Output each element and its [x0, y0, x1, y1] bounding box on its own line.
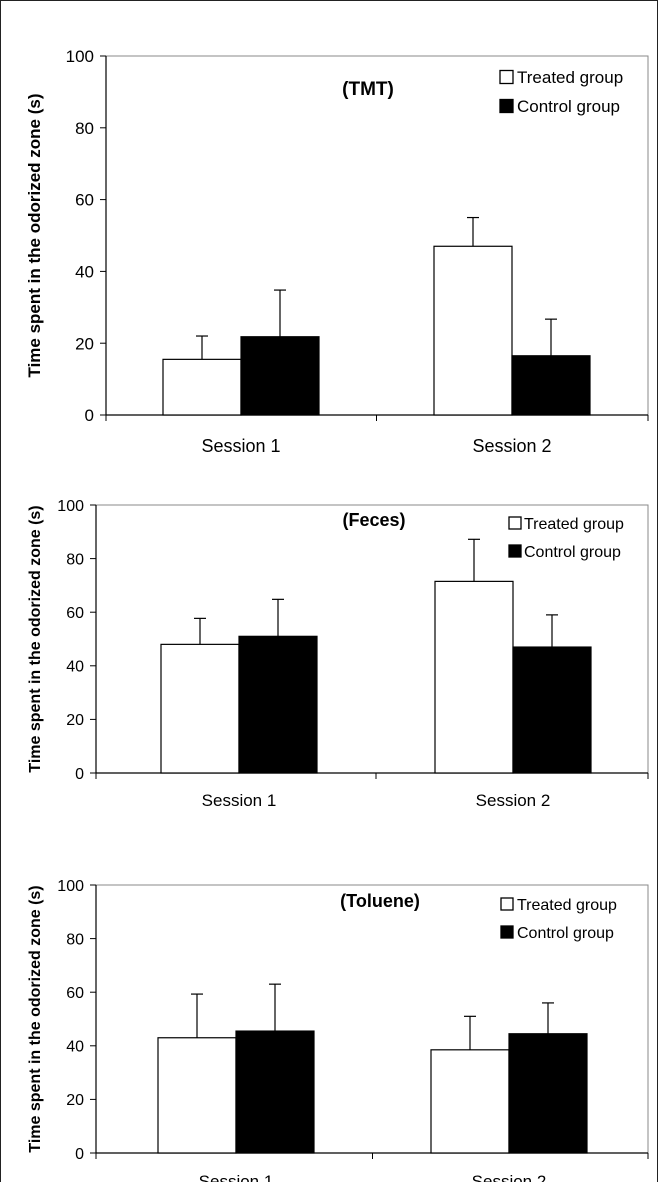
panel-3-y-tick-label-0: 0	[75, 1146, 84, 1163]
panel-3-bar-treated-1	[157, 1037, 237, 1154]
panel-2-legend-label-treated: Treated group	[524, 516, 624, 533]
panel-1-bar-control-2	[511, 355, 591, 416]
panel-3-y-tick-label-80: 80	[66, 931, 84, 948]
panel-1-legend-swatch-treated	[499, 69, 514, 85]
panel-3-legend-label-treated: Treated group	[517, 897, 617, 914]
panel-3-legend-swatch-control	[500, 925, 514, 939]
panel-3-bar-treated-2	[430, 1049, 510, 1154]
panel-3-y-tick-label-40: 40	[66, 1039, 84, 1056]
panel-2-bar-treated-1	[160, 643, 240, 774]
panel-1-legend-label-control: Control group	[517, 97, 620, 116]
panel-3-chart-title: (Toluene)	[340, 891, 420, 911]
panel-1-bar-treated-1	[162, 358, 242, 416]
panel-2-bar-control-1	[238, 635, 318, 774]
panel-1-y-tick-label-20: 20	[75, 334, 94, 353]
panel-3-legend-swatch-treated	[500, 897, 514, 911]
panel-3-y-tick-label-60: 60	[66, 985, 84, 1002]
panel-3-y-tick-label-20: 20	[66, 1092, 84, 1109]
panel-1-y-tick-label-40: 40	[75, 263, 94, 282]
panel-3-category-label-1: Session 1	[199, 1172, 274, 1182]
panel-1-legend-label-treated: Treated group	[517, 68, 623, 87]
panel-2-legend-label-control: Control group	[524, 544, 621, 561]
panel-1-bar-control-1	[240, 336, 320, 416]
panel-2-legend-swatch-treated	[508, 516, 522, 530]
panel-3-category-label-2: Session 2	[472, 1172, 547, 1182]
panel-2-y-tick-label-60: 60	[66, 605, 84, 622]
panel-3-bar-control-1	[235, 1030, 315, 1154]
panel-2-category-label-2: Session 2	[476, 791, 551, 810]
panel-3-y-tick-label-100: 100	[57, 878, 84, 895]
panel-2-y-tick-label-0: 0	[75, 766, 84, 783]
panel-2-chart-title: (Feces)	[342, 510, 405, 530]
panel-3-y-axis-label: Time spent in the odorized zone (s)	[27, 885, 44, 1152]
panel-1-y-tick-label-80: 80	[75, 119, 94, 138]
panel-1-bar-treated-2	[433, 245, 513, 416]
panel-3-legend-label-control: Control group	[517, 925, 614, 942]
panel-2-bar-control-2	[512, 646, 592, 774]
panel-2-y-tick-label-40: 40	[66, 659, 84, 676]
panel-1-legend-swatch-control	[499, 98, 514, 114]
panel-1-y-tick-label-0: 0	[85, 406, 94, 425]
panel-2-legend-swatch-control	[508, 544, 522, 558]
panel-2-y-tick-label-20: 20	[66, 712, 84, 729]
panel-1-y-tick-label-60: 60	[75, 191, 94, 210]
panel-2-y-axis-label: Time spent in the odorized zone (s)	[27, 505, 44, 772]
panel-1-y-tick-label-100: 100	[66, 47, 94, 66]
panel-2-y-tick-label-100: 100	[57, 498, 84, 515]
panel-1-y-axis-label: Time spent in the odorized zone (s)	[25, 94, 44, 378]
panel-1-category-label-2: Session 2	[472, 436, 551, 456]
panel-2-category-label-1: Session 1	[202, 791, 277, 810]
panel-1-chart-title: (TMT)	[342, 79, 394, 100]
panel-2-y-tick-label-80: 80	[66, 551, 84, 568]
panel-2-bar-treated-2	[434, 580, 514, 774]
panel-3-bar-control-2	[508, 1033, 588, 1154]
panel-1-category-label-1: Session 1	[201, 436, 280, 456]
